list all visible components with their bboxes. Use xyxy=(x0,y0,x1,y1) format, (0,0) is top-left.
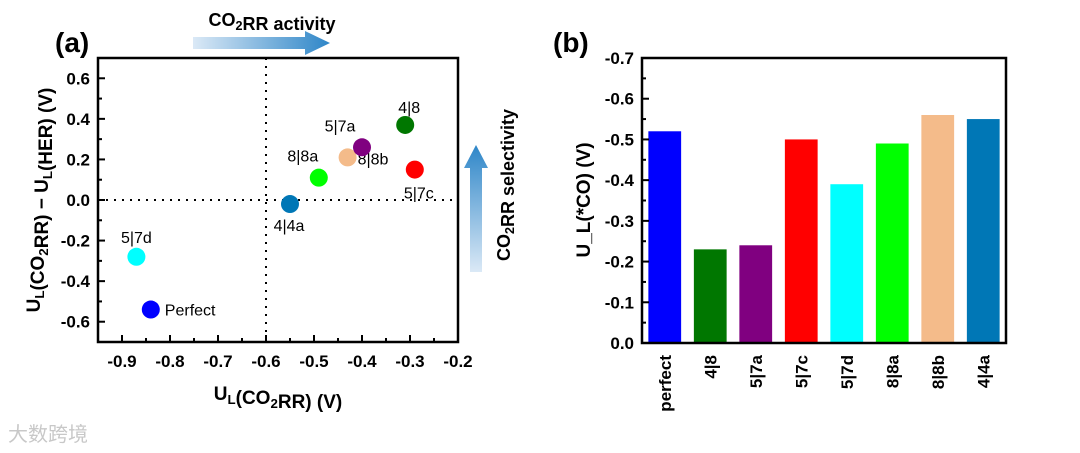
panel-label: (a) xyxy=(55,27,89,58)
point-label: 5|7d xyxy=(121,230,152,247)
bar xyxy=(648,131,682,343)
point-label: 8|8b xyxy=(358,151,389,168)
data-point xyxy=(141,300,160,319)
x-tick-label: 4|8 xyxy=(701,355,720,379)
data-point xyxy=(405,160,424,179)
x-tick-label: -0.4 xyxy=(347,352,377,371)
y-tick-label: -0.6 xyxy=(605,90,634,109)
point-label: Perfect xyxy=(165,303,216,320)
bar-panel: U_L(*CO) (V) perfect 4|8 5|7a 5|7c 5|7d 8|8a 8… xyxy=(553,27,1008,412)
selectivity-arrow xyxy=(464,145,488,272)
data-point xyxy=(127,247,146,266)
bar xyxy=(921,115,955,343)
data-point xyxy=(281,195,299,214)
x-axis-label: UL(CO2RR) (V) xyxy=(214,384,342,413)
y-tick-label: -0.1 xyxy=(605,293,634,312)
x-tick-label: -0.8 xyxy=(155,352,184,371)
data-point xyxy=(338,148,357,167)
x-tick-label: 5|7c xyxy=(792,355,811,388)
point-label: 4|4a xyxy=(274,218,305,235)
point-label: 8|8a xyxy=(287,149,318,166)
x-tick-label: 8|8b xyxy=(929,355,948,389)
x-tick-label: -0.2 xyxy=(443,352,472,371)
bar xyxy=(784,139,818,343)
y-tick-label: -0.4 xyxy=(61,272,91,291)
panel-label: (b) xyxy=(553,27,589,58)
activity-annotation: CO2RR activity xyxy=(208,10,335,34)
scatter-panel: -0.9 -0.8 -0.7 -0.6 -0.5 -0.4 -0.3 -0.2 0.6 0.4 0.… xyxy=(24,10,518,413)
activity-arrow xyxy=(193,31,330,55)
y-tick-label: 0.0 xyxy=(610,334,634,353)
x-tick-label: perfect xyxy=(656,355,675,412)
bar xyxy=(830,184,864,343)
y-tick-label: -0.3 xyxy=(605,212,634,231)
y-tick-label: 0.6 xyxy=(66,69,90,88)
x-tick-label: -0.3 xyxy=(395,352,424,371)
x-tick-label: 8|8a xyxy=(883,354,902,388)
bar xyxy=(739,245,773,343)
y-tick-label: -0.7 xyxy=(605,49,634,68)
x-tick-label: -0.9 xyxy=(107,352,136,371)
y-tick-label: 0.0 xyxy=(66,191,90,210)
bar-y-axis-label: U_L(*CO) (V) xyxy=(574,142,595,257)
y-tick-label: -0.4 xyxy=(605,171,635,190)
point-label: 5|7c xyxy=(404,186,434,203)
selectivity-annotation: CO2RR selectivity xyxy=(494,109,518,261)
bar xyxy=(875,143,909,343)
data-point xyxy=(309,168,328,187)
y-axis-label: UL(CO2RR) − UL(HER) (V) xyxy=(24,88,57,313)
y-tick-label: -0.6 xyxy=(61,313,90,332)
point-label: 4|8 xyxy=(398,100,420,117)
x-tick-label: -0.7 xyxy=(203,352,232,371)
x-tick-label: 4|4a xyxy=(974,354,993,388)
point-label: 5|7a xyxy=(325,118,356,135)
y-tick-label: 0.2 xyxy=(66,150,90,169)
x-tick-label: 5|7d xyxy=(838,355,857,389)
x-tick-label: 5|7a xyxy=(747,354,766,388)
x-tick-label: -0.6 xyxy=(251,352,280,371)
bar xyxy=(693,249,727,343)
y-tick-label: 0.4 xyxy=(66,110,90,129)
bar xyxy=(966,119,1000,343)
x-tick-label: -0.5 xyxy=(299,352,328,371)
y-tick-label: -0.2 xyxy=(605,253,634,272)
data-point xyxy=(353,138,371,157)
y-tick-label: -0.5 xyxy=(605,130,634,149)
data-point xyxy=(396,115,415,134)
watermark: 大数跨境 xyxy=(8,424,88,446)
y-tick-label: -0.2 xyxy=(61,232,90,251)
